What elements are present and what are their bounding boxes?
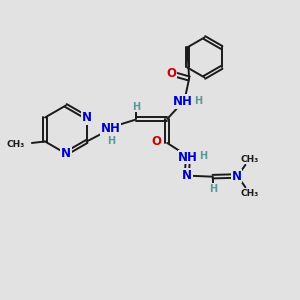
- Text: H: H: [209, 184, 217, 194]
- Text: NH: NH: [178, 151, 198, 164]
- Text: N: N: [82, 111, 92, 124]
- Text: CH₃: CH₃: [241, 154, 259, 164]
- Text: H: H: [199, 152, 207, 161]
- Text: O: O: [166, 67, 176, 80]
- Text: O: O: [151, 135, 161, 148]
- Text: H: H: [194, 96, 202, 106]
- Text: CH₃: CH₃: [241, 189, 259, 198]
- Text: N: N: [61, 147, 71, 160]
- Text: CH₃: CH₃: [6, 140, 25, 149]
- Text: NH: NH: [101, 122, 121, 135]
- Text: H: H: [107, 136, 115, 146]
- Text: N: N: [232, 169, 242, 183]
- Text: H: H: [132, 102, 140, 112]
- Text: NH: NH: [173, 95, 193, 108]
- Text: N: N: [182, 169, 192, 182]
